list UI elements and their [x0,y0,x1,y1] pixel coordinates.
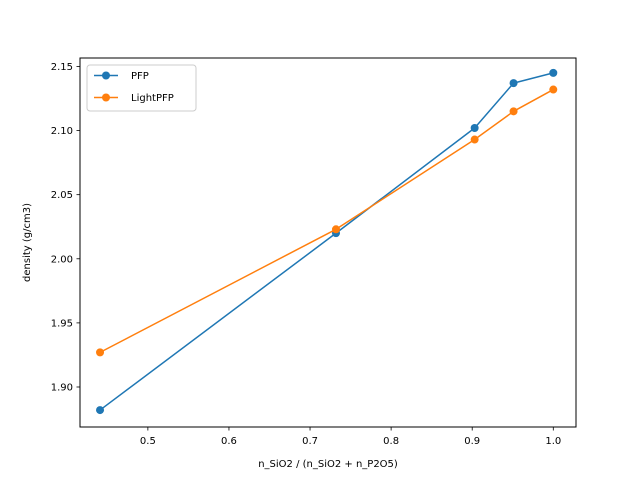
y-tick-label: 1.95 [51,318,73,329]
legend-marker-lightpfp [102,93,110,102]
x-axis-ticks: 0.5 0.6 0.7 0.8 0.9 1.0 [140,427,561,447]
y-tick-label: 2.10 [51,126,73,137]
legend-label-lightpfp: LightPFP [131,93,174,104]
data-point-lightpfp [549,85,558,94]
y-tick-label: 1.90 [51,382,73,393]
data-point-pfp [549,68,558,77]
data-point-lightpfp [331,225,340,234]
x-tick-label: 0.6 [221,436,237,447]
data-point-pfp [509,79,518,88]
legend-box [86,64,197,112]
data-point-lightpfp [96,348,105,357]
legend-label-pfp: PFP [131,71,149,82]
x-tick-label: 0.8 [383,436,399,447]
x-tick-label: 0.9 [464,436,480,447]
data-point-pfp [96,406,105,415]
plot-series-layer [96,68,558,415]
data-point-lightpfp [470,135,479,144]
x-tick-label: 0.7 [302,436,318,447]
y-axis-ticks: 1.90 1.95 2.00 2.05 2.10 2.15 [51,62,80,393]
y-tick-label: 2.15 [51,62,73,73]
legend: PFP LightPFP [86,64,197,112]
x-tick-label: 0.5 [140,436,156,447]
plot-area-frame [79,57,577,428]
y-tick-label: 2.00 [51,254,73,265]
y-tick-label: 2.05 [51,190,73,201]
x-tick-label: 1.0 [545,436,561,447]
data-point-lightpfp [509,107,518,116]
x-axis-label: n_SiO2 / (n_SiO2 + n_P2O5) [258,459,398,470]
legend-entries: PFP LightPFP [94,71,174,104]
data-point-pfp [470,124,479,133]
legend-marker-pfp [102,71,110,80]
y-axis-label: density (g/cm3) [22,203,33,282]
